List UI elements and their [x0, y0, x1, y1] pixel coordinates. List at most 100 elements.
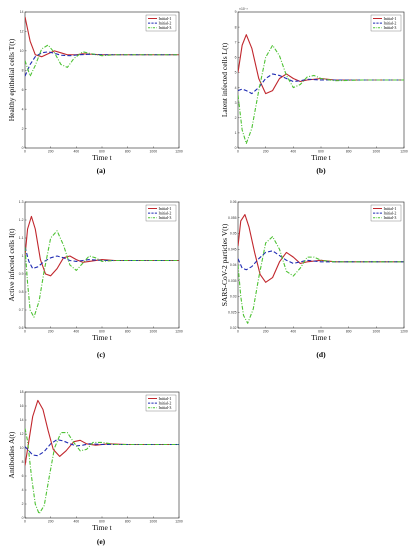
y-tick-label: 8	[22, 460, 24, 464]
y-tick-label: 6	[235, 56, 237, 60]
y-tick-label: 0.02	[230, 326, 237, 330]
y-tick-label: 0.7	[19, 308, 24, 312]
y-tick-label: 0.03	[230, 295, 237, 299]
x-tick-label: 800	[125, 330, 131, 334]
chart-panel-2: 0 200 400 600 800 1000 1200 0 1 2 3 4 5 6 7 8 9×10⁻³ Init…	[220, 7, 408, 175]
y-tick-label: 1.1	[19, 236, 24, 240]
y-tick-label: 8	[22, 68, 24, 72]
y-tick-label: 0.6	[19, 326, 24, 330]
legend-label: Initial-3	[384, 215, 397, 220]
x-tick-label: 200	[263, 150, 269, 154]
chart-panel-3: 0 200 400 600 800 1000 1200 0.6 0.7 0.8 0.9 1 1.1 1.2…	[7, 200, 183, 359]
y-tick-label: 0.06	[230, 200, 237, 204]
x-axis-label: Time t	[311, 153, 331, 162]
y-tick-label: 6	[22, 88, 24, 92]
series-line-3	[238, 236, 404, 324]
x-tick-label: 800	[125, 150, 131, 154]
y-tick-label: 0.045	[228, 247, 237, 251]
y-tick-label: 0	[22, 146, 24, 150]
x-axis-label: Time t	[311, 333, 331, 342]
x-tick-label: 0	[237, 330, 239, 334]
series-line-3	[238, 44, 404, 145]
y-axis-label: Healthy epithelial cells T(t)	[7, 38, 16, 121]
y-tick-label: 12	[20, 432, 24, 436]
legend-label: Initial-1	[384, 206, 397, 211]
x-tick-label: 800	[125, 520, 131, 524]
y-tick-label: 3	[235, 101, 237, 105]
series-line-3	[25, 44, 179, 77]
y-tick-label: 10	[20, 446, 24, 450]
x-tick-label: 400	[73, 150, 79, 154]
x-tick-label: 1000	[373, 330, 381, 334]
y-tick-label: 0.055	[228, 216, 237, 220]
y-tick-label: 0	[235, 146, 237, 150]
y-tick-label: 5	[235, 71, 237, 75]
x-tick-label: 400	[290, 330, 296, 334]
legend-label: Initial-1	[159, 206, 172, 211]
legend-label: Initial-2	[159, 210, 172, 215]
x-tick-label: 1200	[400, 150, 408, 154]
y-tick-label: 2	[22, 127, 24, 131]
panel-label: (c)	[97, 350, 106, 359]
x-tick-label: 1000	[150, 330, 158, 334]
x-tick-label: 1200	[175, 150, 183, 154]
legend-label: Initial-2	[384, 20, 397, 25]
legend-label: Initial-2	[159, 400, 172, 405]
x-tick-label: 600	[99, 150, 105, 154]
y-tick-label: 14	[20, 418, 24, 422]
panel-label: (d)	[316, 350, 326, 359]
x-tick-label: 600	[99, 520, 105, 524]
x-tick-label: 0	[237, 150, 239, 154]
x-tick-label: 1000	[150, 150, 158, 154]
y-tick-label: 2	[22, 502, 24, 506]
x-tick-label: 0	[24, 330, 26, 334]
y-tick-label: 0.9	[19, 272, 24, 276]
panel-label: (e)	[97, 537, 106, 546]
y-tick-label: 4	[235, 86, 237, 90]
x-tick-label: 400	[290, 150, 296, 154]
x-tick-label: 800	[346, 330, 352, 334]
legend-label: Initial-1	[159, 396, 172, 401]
chart-panel-4: 0 200 400 600 800 1000 1200 0.02 0.025 0.03 0.035 0…	[220, 200, 408, 359]
y-tick-label: 18	[20, 390, 24, 394]
y-tick-label: 0.05	[230, 232, 237, 236]
y-axis-label: SARS-CoV-2 particles V(t)	[220, 223, 229, 306]
y-axis-label: Active infected cells I(t)	[7, 228, 16, 302]
y-tick-label: 0.8	[19, 290, 24, 294]
x-tick-label: 600	[99, 330, 105, 334]
y-tick-label: 4	[22, 107, 24, 111]
legend-label: Initial-2	[159, 20, 172, 25]
x-tick-label: 0	[24, 150, 26, 154]
series-line-2	[25, 439, 179, 457]
panel-label: (a)	[97, 166, 106, 175]
plot-area	[24, 201, 180, 329]
y-axis-multiplier: ×10⁻³	[239, 7, 249, 11]
series-line-2	[25, 246, 179, 270]
legend-label: Initial-3	[159, 25, 172, 30]
chart-panel-5: 0 200 400 600 800 1000 1200 0 2 4 6 8 10 12 14 16 18 Init…	[7, 390, 183, 546]
x-tick-label: 1200	[175, 520, 183, 524]
x-tick-label: 1200	[175, 330, 183, 334]
chart-panel-1: 0 200 400 600 800 1000 1200 0 2 4 6 8 10 12 14 Initial-…	[7, 10, 183, 175]
y-tick-label: 0.035	[228, 279, 237, 283]
legend-label: Initial-3	[159, 405, 172, 410]
series-line-2	[25, 51, 179, 77]
panel-label: (b)	[316, 166, 326, 175]
y-axis-label: Antibodies A(t)	[7, 431, 16, 478]
y-tick-label: 12	[20, 30, 24, 34]
x-tick-label: 1200	[400, 330, 408, 334]
series-line-3	[25, 428, 179, 515]
y-tick-label: 14	[20, 10, 24, 14]
y-axis-label: Latent infected cells L(t)	[220, 42, 229, 117]
x-tick-label: 600	[318, 330, 324, 334]
x-tick-label: 200	[48, 330, 54, 334]
x-tick-label: 1000	[373, 150, 381, 154]
legend-label: Initial-3	[159, 215, 172, 220]
legend-label: Initial-1	[159, 16, 172, 21]
y-tick-label: 1.3	[19, 200, 24, 204]
y-tick-label: 0.025	[228, 310, 237, 314]
x-tick-label: 800	[346, 150, 352, 154]
x-tick-label: 400	[73, 330, 79, 334]
y-tick-label: 8	[235, 25, 237, 29]
